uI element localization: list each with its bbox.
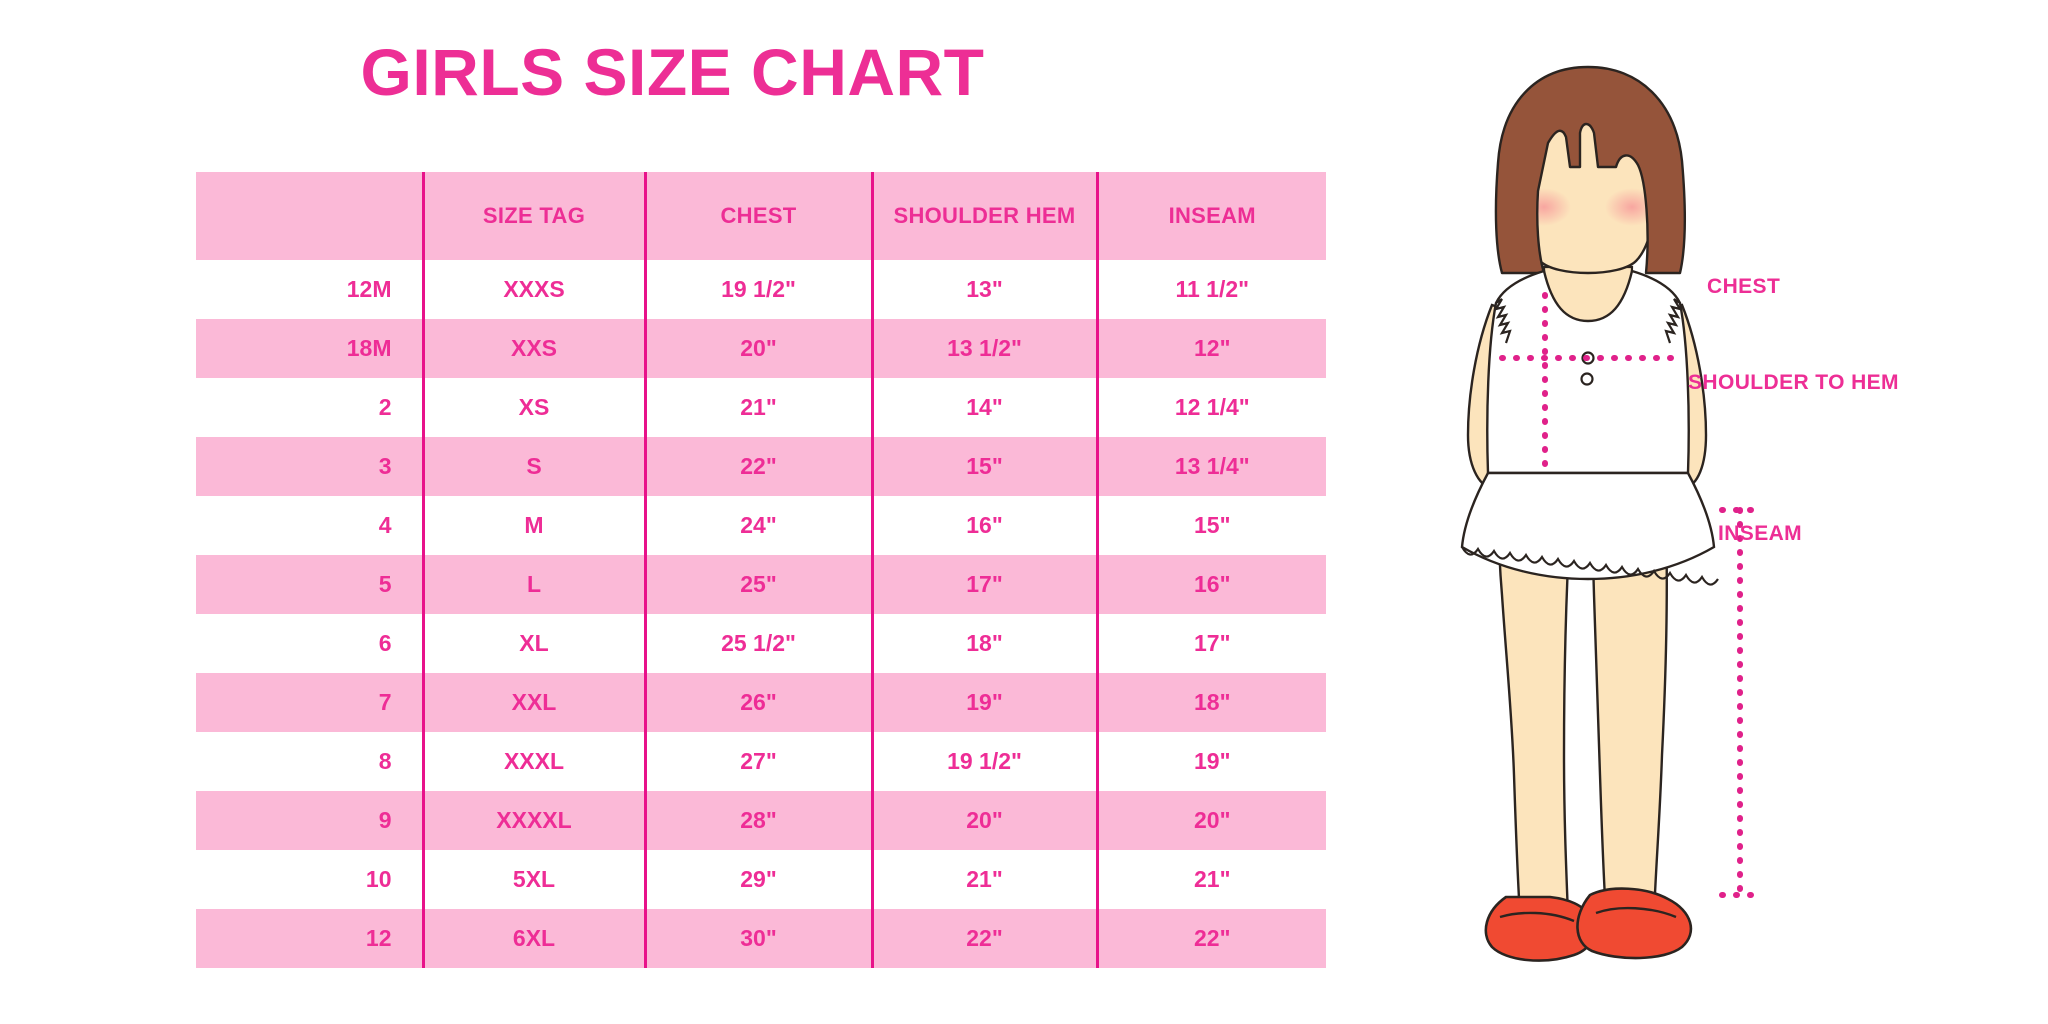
- cell-shoulder-hem: 20": [870, 791, 1097, 850]
- cell-chest: 25": [643, 555, 872, 614]
- cell-chest: 26": [643, 673, 872, 732]
- table-row: 5 L 25" 17" 16": [196, 555, 1326, 614]
- cell-size-tag: XXXL: [421, 732, 645, 791]
- cell-shoulder-hem: 22": [870, 909, 1097, 968]
- cell-size-tag: XS: [421, 378, 645, 437]
- cell-inseam: 13 1/4": [1095, 437, 1326, 496]
- table-row: 10 5XL 29" 21" 21": [196, 850, 1326, 909]
- cell-size: 7: [196, 673, 423, 732]
- cell-size: 5: [196, 555, 423, 614]
- column-header-shoulder-hem: SHOULDER HEM: [870, 172, 1097, 260]
- cell-size: 2: [196, 378, 423, 437]
- cell-size-tag: XXL: [421, 673, 645, 732]
- cell-size: 3: [196, 437, 423, 496]
- cell-inseam: 12": [1095, 319, 1326, 378]
- table-row: 2 XS 21" 14" 12 1/4": [196, 378, 1326, 437]
- cell-shoulder-hem: 17": [870, 555, 1097, 614]
- cell-size-tag: XXXXL: [421, 791, 645, 850]
- table-row: 12 6XL 30" 22" 22": [196, 909, 1326, 968]
- cell-inseam: 17": [1095, 614, 1326, 673]
- button-lower: [1580, 372, 1594, 386]
- cell-shoulder-hem: 16": [870, 496, 1097, 555]
- table-row: 6 XL 25 1/2" 18" 17": [196, 614, 1326, 673]
- cell-size: 8: [196, 732, 423, 791]
- girl-figure-illustration: [1440, 55, 1800, 965]
- cell-inseam: 11 1/2": [1095, 260, 1326, 319]
- cell-size: 9: [196, 791, 423, 850]
- cell-size: 12M: [196, 260, 423, 319]
- cell-chest: 20": [643, 319, 872, 378]
- cell-size: 10: [196, 850, 423, 909]
- cell-shoulder-hem: 13": [870, 260, 1097, 319]
- cell-size: 6: [196, 614, 423, 673]
- annotation-label-inseam: INSEAM: [1718, 522, 1803, 545]
- table-body: 12M XXXS 19 1/2" 13" 11 1/2" 18M XXS 20" 13 1/2"…: [196, 260, 1326, 968]
- table-row: 8 XXXL 27" 19 1/2" 19": [196, 732, 1326, 791]
- column-header-size-tag: SIZE TAG: [421, 172, 645, 260]
- cell-size-tag: 6XL: [421, 909, 645, 968]
- cell-inseam: 15": [1095, 496, 1326, 555]
- size-table: SIZE TAG CHEST SHOULDER HEM INSEAM 12M XX…: [196, 172, 1326, 968]
- cell-inseam: 16": [1095, 555, 1326, 614]
- cell-inseam: 21": [1095, 850, 1326, 909]
- cell-size-tag: XXS: [421, 319, 645, 378]
- skirt-garment: [1460, 471, 1719, 586]
- cell-shoulder-hem: 18": [870, 614, 1097, 673]
- cell-chest: 22": [643, 437, 872, 496]
- inseam-guides: [1719, 507, 1761, 898]
- cell-chest: 30": [643, 909, 872, 968]
- hair: [1494, 65, 1686, 275]
- column-header-inseam: INSEAM: [1095, 172, 1326, 260]
- cell-chest: 19 1/2": [643, 260, 872, 319]
- cell-size-tag: L: [421, 555, 645, 614]
- table-row: 9 XXXXL 28" 20" 20": [196, 791, 1326, 850]
- table-row: 4 M 24" 16" 15": [196, 496, 1326, 555]
- cell-shoulder-hem: 15": [870, 437, 1097, 496]
- cell-chest: 24": [643, 496, 872, 555]
- cell-shoulder-hem: 21": [870, 850, 1097, 909]
- page-title: GIRLS SIZE CHART: [360, 35, 985, 109]
- cell-shoulder-hem: 19": [870, 673, 1097, 732]
- cell-inseam: 20": [1095, 791, 1326, 850]
- cell-inseam: 12 1/4": [1095, 378, 1326, 437]
- cell-chest: 27": [643, 732, 872, 791]
- annotation-label-chest: CHEST: [1707, 275, 1781, 298]
- cell-inseam: 22": [1095, 909, 1326, 968]
- cell-chest: 29": [643, 850, 872, 909]
- cell-size-tag: 5XL: [421, 850, 645, 909]
- cell-chest: 28": [643, 791, 872, 850]
- cell-inseam: 18": [1095, 673, 1326, 732]
- table-row: 3 S 22" 15" 13 1/4": [196, 437, 1326, 496]
- cell-size-tag: XXXS: [421, 260, 645, 319]
- table-row: 18M XXS 20" 13 1/2" 12": [196, 319, 1326, 378]
- cell-size: 4: [196, 496, 423, 555]
- measurement-guides: [1499, 292, 1681, 478]
- table-header: SIZE TAG CHEST SHOULDER HEM INSEAM: [196, 172, 1326, 260]
- annotation-label-shoulder-to-hem: SHOULDER TO HEM: [1688, 371, 1899, 394]
- cell-size: 12: [196, 909, 423, 968]
- cell-chest: 21": [643, 378, 872, 437]
- table-row: 12M XXXS 19 1/2" 13" 11 1/2": [196, 260, 1326, 319]
- header-row: SIZE TAG CHEST SHOULDER HEM INSEAM: [196, 172, 1326, 260]
- cell-size-tag: S: [421, 437, 645, 496]
- cell-shoulder-hem: 19 1/2": [870, 732, 1097, 791]
- cell-size-tag: M: [421, 496, 645, 555]
- size-table-container: SIZE TAG CHEST SHOULDER HEM INSEAM 12M XX…: [196, 172, 1326, 968]
- top-garment: [1486, 269, 1690, 475]
- cell-size-tag: XL: [421, 614, 645, 673]
- cell-shoulder-hem: 14": [870, 378, 1097, 437]
- cell-chest: 25 1/2": [643, 614, 872, 673]
- shoes: [1484, 887, 1693, 962]
- cell-inseam: 19": [1095, 732, 1326, 791]
- column-header-size: [196, 172, 423, 260]
- cell-size: 18M: [196, 319, 423, 378]
- cell-shoulder-hem: 13 1/2": [870, 319, 1097, 378]
- column-header-chest: CHEST: [643, 172, 872, 260]
- table-row: 7 XXL 26" 19" 18": [196, 673, 1326, 732]
